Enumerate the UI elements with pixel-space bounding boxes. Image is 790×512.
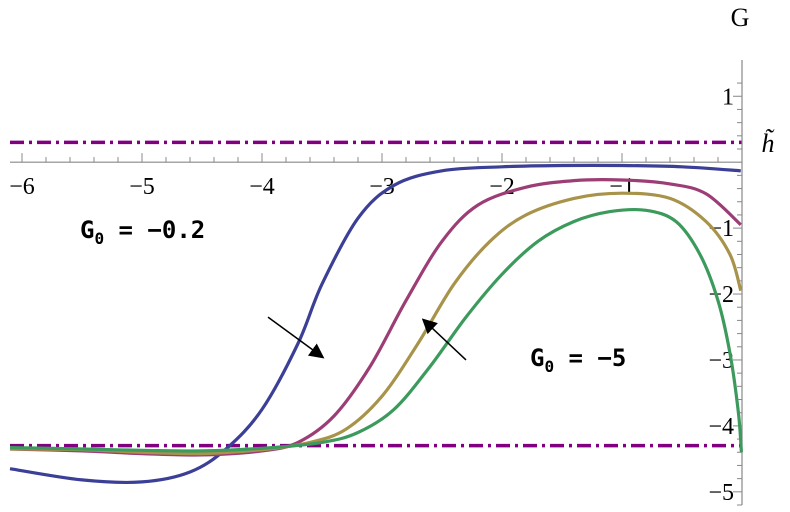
annotation-label-g0-minus-0-2: G0 = −0.2 bbox=[80, 216, 205, 248]
annotation-label-g0-minus-5: G0 = −5 bbox=[530, 344, 626, 376]
axes: −6 −5 −4 −3 −2 −11−1−2−3−4−5 bbox=[9, 60, 743, 506]
y-tick-label: 1 bbox=[722, 84, 734, 110]
y-tick-label: −5 bbox=[708, 480, 734, 506]
series-line-4 bbox=[9, 207, 743, 453]
series-layer bbox=[9, 163, 743, 485]
x-axis-label: h̃ bbox=[762, 129, 776, 158]
x-tick-label: −4 bbox=[249, 174, 275, 200]
y-tick-label: −4 bbox=[708, 414, 734, 440]
annotations: G0 = −0.2 G0 = −5 bbox=[80, 216, 626, 376]
x-tick-label: −1 bbox=[609, 174, 635, 200]
annotation-arrow bbox=[421, 318, 467, 361]
x-tick-label: −6 bbox=[9, 174, 35, 200]
y-axis-label: G bbox=[731, 3, 750, 32]
series-line-1 bbox=[9, 163, 741, 485]
series-line-3 bbox=[9, 191, 743, 456]
annotation-arrow bbox=[267, 316, 325, 359]
x-tick-label: −5 bbox=[129, 174, 155, 200]
reference-lines bbox=[10, 140, 742, 448]
